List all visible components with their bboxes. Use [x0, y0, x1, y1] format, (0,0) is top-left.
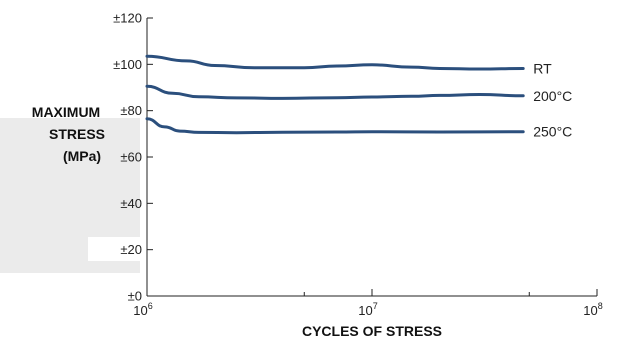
y-axis-title-line-1: MAXIMUM — [32, 104, 100, 120]
y-axis-title-line-2: STRESS — [49, 126, 105, 142]
x-tick-label: 106 — [133, 301, 152, 318]
y-tick-label: ±60 — [120, 150, 142, 165]
series-line — [145, 117, 525, 135]
series-labels: RT 200°C 250°C — [533, 61, 572, 140]
x-tick-label: 107 — [358, 301, 377, 318]
y-tick-label: ±0 — [128, 289, 142, 304]
y-ticks: ±0 ±20 ±40 ±60 ±80 ±100 ±120 — [113, 11, 153, 304]
series-line — [145, 84, 525, 100]
y-tick-label: ±40 — [120, 196, 142, 211]
y-tick-label: ±100 — [113, 57, 142, 72]
x-axis-title: CYCLES OF STRESS — [302, 323, 442, 339]
background-notch — [88, 237, 140, 261]
x-tick-label: 108 — [583, 301, 602, 318]
series-label: 200°C — [533, 88, 572, 104]
series-line — [145, 54, 525, 71]
y-axis-title-line-3: (MPa) — [63, 148, 101, 164]
axes — [146, 18, 597, 297]
y-tick-label: ±80 — [120, 103, 142, 118]
y-tick-label: ±120 — [113, 11, 142, 26]
series-lines — [145, 54, 525, 135]
series-label: RT — [533, 61, 552, 77]
series-label: 250°C — [533, 124, 572, 140]
x-ticks: 106 107 108 — [133, 289, 603, 318]
y-tick-label: ±20 — [120, 242, 142, 257]
